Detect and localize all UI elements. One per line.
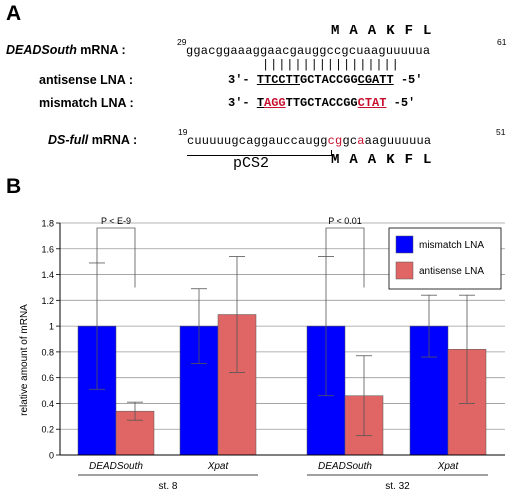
mismatch-lna-label: mismatch LNA : xyxy=(39,96,134,110)
antisense-5prime: -5' xyxy=(400,73,423,87)
dsfull-mrna-suffix: mRNA : xyxy=(88,133,138,147)
dsfull-seq-part-3: aaguuuuua xyxy=(364,134,432,148)
legend-swatch xyxy=(395,261,414,280)
mismatch-mutated-bases-2: CTAT xyxy=(357,96,387,110)
stage-label: st. 32 xyxy=(385,481,410,492)
deadsouth-amino-acids: MAAKFL xyxy=(331,23,442,39)
y-tick-label: 1.4 xyxy=(41,270,54,280)
category-label: Xpat xyxy=(437,461,460,472)
significance-label: P < 0.01 xyxy=(328,216,362,226)
dsfull-mrna-label: DS-full mRNA : xyxy=(48,133,137,147)
dsfull-mutated-base-2: g xyxy=(335,134,343,148)
pcs2-bracket xyxy=(187,150,332,156)
mismatch-dna-block: TTGCTACCGG xyxy=(285,96,358,110)
mismatch-lna-sequence: 3'- TAGGTTGCTACCGGCTAT -5' xyxy=(228,96,415,110)
category-label: DEADSouth xyxy=(89,461,143,472)
relative-mrna-bar-chart: P < E-9 P < 0.01 0 0.2 0.4 0.6 0.8 1 1.2 1.4 1.6 1… xyxy=(19,216,505,492)
dsfull-seq-part-2: gc xyxy=(342,134,358,148)
legend-entry: antisense LNA xyxy=(419,266,484,277)
panel-a-letter: A xyxy=(6,2,22,25)
legend-swatch xyxy=(395,235,414,254)
deadsouth-mrna-label: DEADSouth mRNA : xyxy=(6,43,126,57)
dsfull-sequence: cuuuuugcaggauccauggcggcaaaguuuuua xyxy=(187,134,431,148)
antisense-lna-label: antisense LNA : xyxy=(39,73,134,87)
significance-bracket xyxy=(325,227,365,288)
stage-label: st. 8 xyxy=(159,481,178,492)
y-axis-label: relative amount of mRNA xyxy=(19,304,30,416)
mismatch-5prime: -5' xyxy=(393,96,416,110)
dsfull-gene-name: DS-full xyxy=(48,133,89,147)
antisense-lna-block-1: TTCCTT xyxy=(256,73,301,87)
mismatch-3prime: 3'- xyxy=(228,96,250,110)
dsfull-amino-acids: MAAKFL xyxy=(331,152,442,168)
y-tick-label: 0.2 xyxy=(41,425,54,435)
y-tick-label: 1 xyxy=(49,322,54,332)
dsfull-mutated-base-1: c xyxy=(327,134,336,148)
chart-bars: P < E-9 P < 0.01 xyxy=(77,216,487,456)
deadsouth-gene-name: DEADSouth xyxy=(6,43,77,57)
y-tick-label: 1.6 xyxy=(41,244,54,254)
mismatch-lna-block-1: T xyxy=(256,96,265,110)
dsfull-mutated-base-3: a xyxy=(357,134,365,148)
base-pairing-bars: ||||||||||||||||| xyxy=(262,58,400,72)
legend-entry: mismatch LNA xyxy=(419,240,484,251)
category-label: Xpat xyxy=(207,461,230,472)
antisense-lna-sequence: 3'- TTCCTTGCTACCGGCGATT -5' xyxy=(228,73,422,87)
y-tick-label: 0.6 xyxy=(41,373,54,383)
dsfull-seq-part-1: cuuuuugcaggauccaugg xyxy=(187,134,328,148)
category-label: DEADSouth xyxy=(318,461,372,472)
mismatch-mutated-bases-1: AGG xyxy=(264,96,286,110)
deadsouth-start-position: 29 xyxy=(177,37,187,47)
y-tick-label: 0.4 xyxy=(41,399,54,409)
significance-bracket xyxy=(96,227,136,288)
deadsouth-mrna-suffix: mRNA : xyxy=(76,43,126,57)
dsfull-start-position: 19 xyxy=(178,127,188,137)
significance-label: P < E-9 xyxy=(101,216,131,226)
dsfull-end-position: 51 xyxy=(496,127,506,137)
y-tick-label: 0 xyxy=(49,451,54,461)
antisense-dna-block: GCTACCGG xyxy=(300,73,358,87)
antisense-lna-block-2: CGATT xyxy=(357,73,394,87)
chart-legend: mismatch LNA antisense LNA xyxy=(388,227,502,290)
pcs2-label: pCS2 xyxy=(233,155,270,172)
deadsouth-sequence: ggacggaaaggaacgauggccgcuaaguuuuua xyxy=(186,44,431,58)
deadsouth-end-position: 61 xyxy=(497,37,507,47)
y-tick-label: 1.2 xyxy=(41,296,54,306)
panel-b-letter: B xyxy=(6,175,22,198)
antisense-3prime: 3'- xyxy=(228,73,250,87)
y-tick-label: 1.8 xyxy=(41,219,54,229)
chart-axes: 0 0.2 0.4 0.6 0.8 1 1.2 1.4 1.6 1.8 DEADSouth Xpat D… xyxy=(41,219,505,492)
y-tick-label: 0.8 xyxy=(41,347,54,357)
